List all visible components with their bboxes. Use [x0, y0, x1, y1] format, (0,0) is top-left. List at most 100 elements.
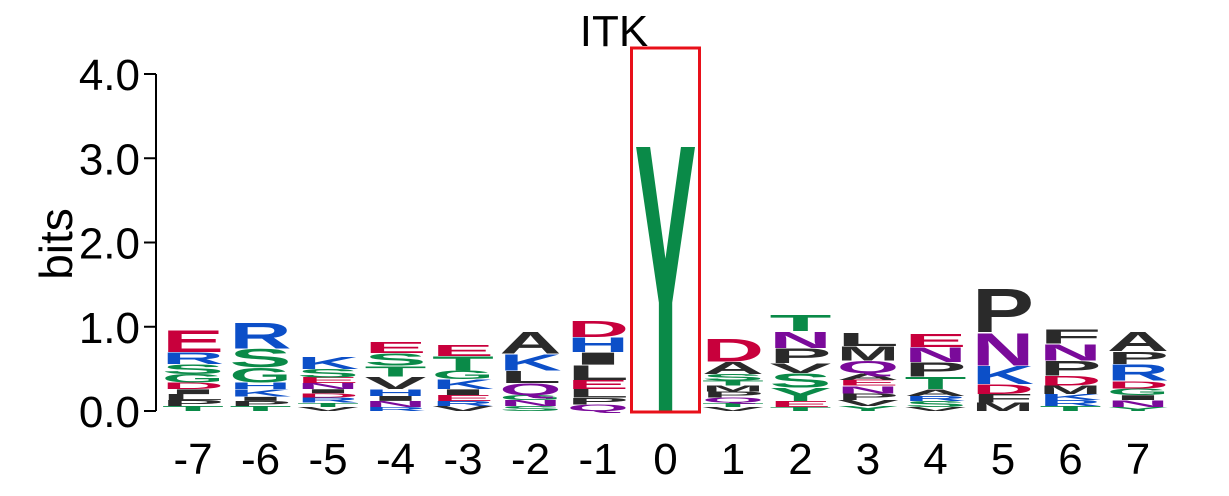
- logo-letter-i: I: [365, 395, 427, 403]
- x-tick-label: 2: [788, 435, 812, 484]
- logo-letter-e: E: [162, 323, 224, 358]
- x-tick-label: -5: [308, 435, 347, 484]
- logo-letter-k: K: [297, 353, 359, 373]
- y-tick-label: 1.0: [79, 304, 140, 353]
- logo-letter-n: N: [500, 399, 562, 408]
- logo-letter-a: A: [837, 371, 899, 381]
- logo-letter-t: T: [162, 405, 224, 413]
- logo-letter-e: E: [297, 376, 359, 385]
- logo-letter-s: S: [297, 367, 359, 380]
- logo-letter-y: Y: [837, 405, 899, 413]
- x-tick-label: 4: [923, 435, 947, 484]
- logo-letter-i: I: [1107, 394, 1169, 402]
- y-axis: 0.0 1.0 2.0 3.0 4.0: [79, 51, 157, 437]
- logo-letter-f: F: [1040, 326, 1102, 348]
- logo-letter-s: S: [702, 372, 764, 382]
- logo-letter-k: K: [1040, 393, 1102, 402]
- logo-letter-i: I: [162, 388, 224, 396]
- logo-letter-r: R: [297, 396, 359, 404]
- x-tick-label: 1: [721, 435, 745, 484]
- logo-letter-t: T: [770, 310, 832, 336]
- logo-letter-m: M: [702, 384, 764, 393]
- logo-letter-v: V: [905, 406, 967, 413]
- logo-letter-h: H: [567, 333, 629, 357]
- logo-letter-k: K: [972, 361, 1034, 389]
- logo-letter-n: N: [365, 399, 427, 408]
- logo-letter-p: P: [162, 398, 224, 407]
- logo-letter-t: T: [432, 353, 494, 375]
- logo-letter-l: L: [567, 361, 629, 385]
- x-tick-label: 6: [1058, 435, 1082, 484]
- logo-letter-v: V: [432, 405, 494, 413]
- logo-letter-y: Y: [1107, 406, 1169, 413]
- logo-letter-v: V: [837, 399, 899, 408]
- logo-letter-a: A: [905, 387, 967, 397]
- logo-letter-e: E: [769, 399, 831, 408]
- x-axis-ticks: -7 -6 -5 -4 -3 -2 -1 0 1 2 3 4 5 6 7: [173, 435, 1150, 484]
- logo-letter-h: H: [365, 387, 427, 397]
- logo-letter-g: G: [432, 369, 494, 382]
- logo-letter-l: L: [837, 329, 899, 350]
- logo-letter-d: D: [297, 392, 359, 399]
- logo-letter-s: S: [162, 361, 224, 377]
- logo-letter-e: E: [432, 393, 494, 402]
- logo-letter-e: E: [365, 339, 427, 356]
- logo-letter-t: T: [230, 405, 292, 413]
- logo-letter-s: S: [499, 405, 561, 413]
- logo-letter-t: T: [905, 373, 967, 393]
- logo-letter-n: N: [770, 327, 832, 353]
- logo-letter-v: V: [702, 406, 764, 413]
- y-tick-label: 3.0: [79, 135, 140, 184]
- logo-letter-v: V: [297, 406, 359, 413]
- logo-letter-s: S: [230, 344, 292, 373]
- logo-letter-r: R: [230, 315, 292, 357]
- logo-letter-t: T: [702, 379, 764, 387]
- logo-letter-k: K: [229, 387, 291, 399]
- logo-letter-d: D: [567, 316, 629, 342]
- logo-letter-p: P: [972, 275, 1034, 345]
- logo-letter-m: M: [972, 401, 1034, 414]
- logo-letter-f: F: [972, 392, 1034, 405]
- logo-letter-r: R: [162, 349, 224, 367]
- logo-letter-d: D: [972, 382, 1034, 398]
- y-tick-label: 0.0: [79, 388, 140, 437]
- y-axis-label: bits: [30, 208, 82, 280]
- logo-letter-d: D: [1040, 373, 1102, 389]
- logo-letter-s: S: [770, 370, 832, 392]
- logo-letter-q: Q: [567, 403, 629, 413]
- logo-letter-l: L: [500, 368, 562, 388]
- logo-letter-n: N: [1040, 340, 1102, 366]
- logo-letter-e: E: [432, 343, 494, 360]
- logo-letter-i: I: [567, 349, 629, 369]
- logo-letter-i: I: [432, 388, 494, 397]
- logo-letter-a: A: [702, 358, 764, 378]
- logo-letter-d: D: [1107, 379, 1169, 391]
- logo-letter-m: M: [837, 343, 899, 365]
- logo-letter-q: Q: [702, 396, 764, 404]
- x-tick-label: 5: [991, 435, 1015, 484]
- logo-letter-n: N: [905, 343, 967, 367]
- x-tick-label: -6: [241, 435, 280, 484]
- logo-letter-p: P: [1039, 357, 1101, 380]
- logo-letter-n: N: [297, 382, 359, 391]
- x-tick-label: 0: [653, 435, 677, 484]
- logo-letter-t: T: [1040, 405, 1102, 413]
- logo-letter-n: N: [837, 384, 899, 396]
- logo-letter-v: V: [365, 374, 427, 394]
- logo-letter-r: R: [432, 400, 494, 408]
- logo-letter-p: P: [905, 359, 967, 381]
- logo-letter-e: E: [567, 378, 629, 392]
- x-tick-label: -1: [578, 435, 617, 484]
- logo-letter-g: G: [162, 372, 224, 385]
